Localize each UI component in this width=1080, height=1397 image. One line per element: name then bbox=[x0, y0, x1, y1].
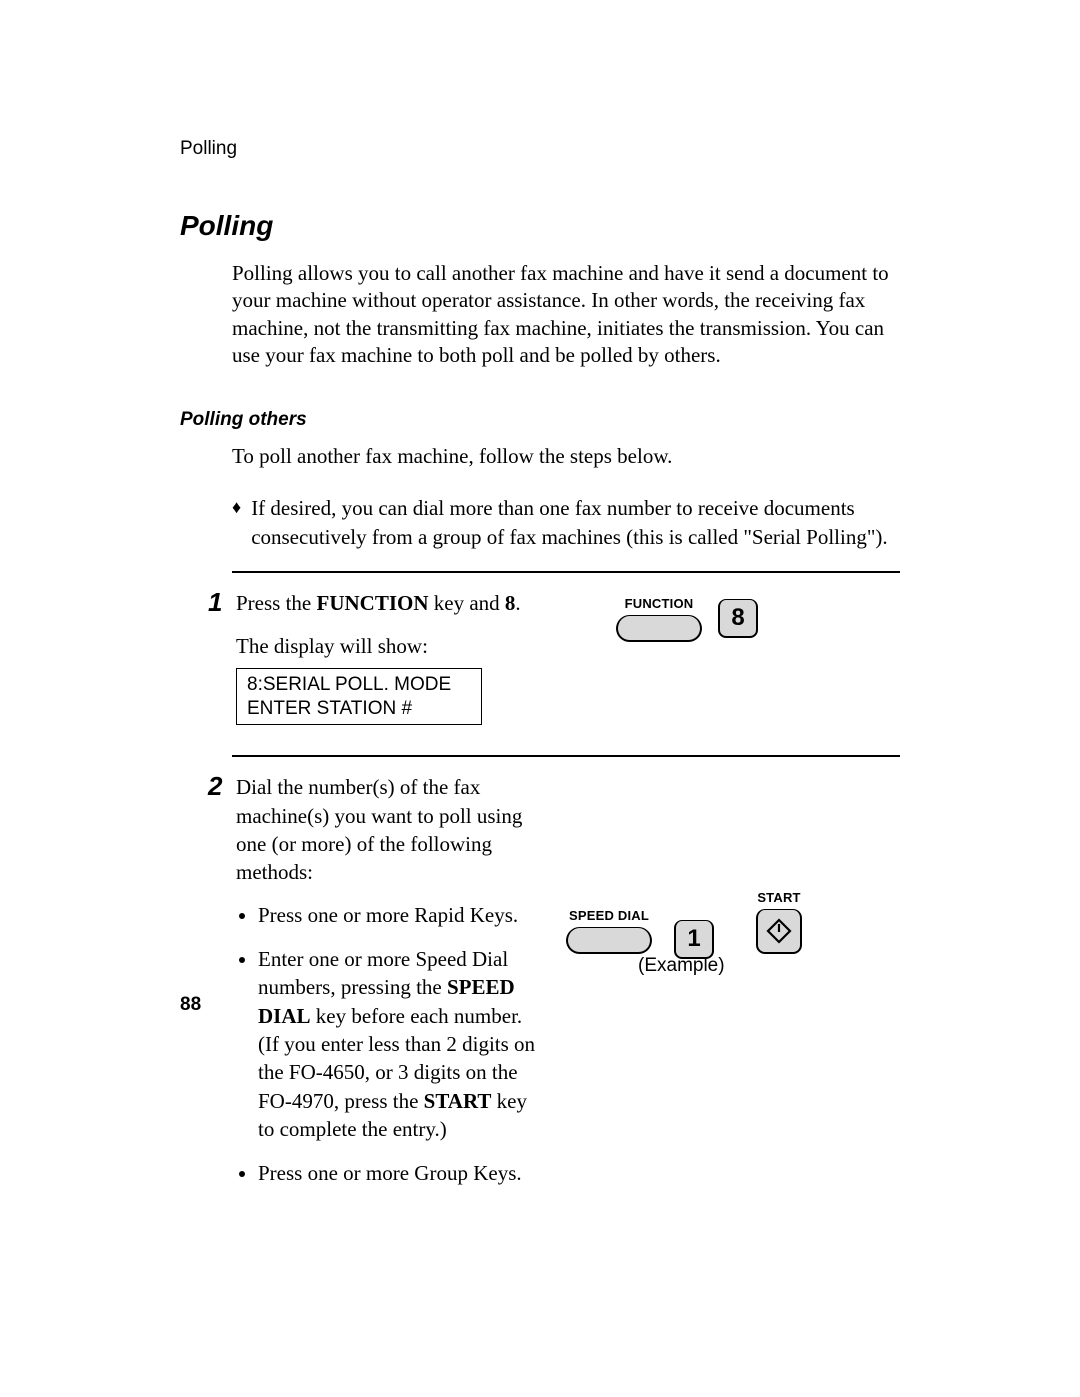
step1-display-intro: The display will show: bbox=[236, 632, 536, 660]
function-key: FUNCTION bbox=[616, 595, 702, 642]
diamond-icon: ♦ bbox=[232, 494, 241, 521]
start-key-label: START bbox=[757, 889, 800, 907]
start-key-icon bbox=[756, 909, 802, 954]
function-key-icon bbox=[616, 615, 702, 642]
diamond-text: If desired, you can dial more than one f… bbox=[251, 494, 900, 551]
step-2-text: Dial the number(s) of the fax machine(s)… bbox=[236, 773, 546, 1203]
lcd-line-1: 8:SERIAL POLL. MODE bbox=[247, 673, 471, 697]
step1-text-c: . bbox=[515, 591, 520, 615]
step2-bullet-2: Enter one or more Speed Dial numbers, pr… bbox=[258, 945, 546, 1143]
horizontal-rule-1 bbox=[232, 571, 900, 573]
section-title: Polling bbox=[180, 210, 900, 242]
speed-dial-key: SPEED DIAL bbox=[566, 907, 652, 954]
step-2: 2 Dial the number(s) of the fax machine(… bbox=[208, 773, 900, 1203]
running-header: Polling bbox=[180, 138, 900, 160]
step1-bold-function: FUNCTION bbox=[317, 591, 429, 615]
step1-text-b: key and bbox=[429, 591, 505, 615]
keypad-8-label: 8 bbox=[731, 602, 744, 634]
substeps-intro: To poll another fax machine, follow the … bbox=[232, 443, 900, 470]
step-1: 1 Press the FUNCTION key and 8. The disp… bbox=[208, 589, 900, 725]
step-1-text: Press the FUNCTION key and 8. The displa… bbox=[236, 589, 536, 725]
intro-paragraph: Polling allows you to call another fax m… bbox=[232, 260, 900, 369]
start-key: START bbox=[756, 889, 802, 954]
keypad-1-label: 1 bbox=[687, 923, 700, 955]
step2-bullet-3: Press one or more Group Keys. bbox=[258, 1159, 546, 1187]
page: Polling Polling Polling allows you to ca… bbox=[180, 138, 900, 1204]
subheading-polling-others: Polling others bbox=[180, 409, 900, 431]
step2-bullets: Press one or more Rapid Keys. Enter one … bbox=[236, 901, 546, 1188]
step1-text-a: Press the bbox=[236, 591, 317, 615]
step-number-1: 1 bbox=[208, 589, 232, 616]
start-diamond-icon bbox=[766, 918, 792, 944]
keypad-8: 8 bbox=[718, 599, 758, 638]
horizontal-rule-2 bbox=[232, 755, 900, 757]
lcd-line-2: ENTER STATION # bbox=[247, 697, 471, 721]
step2-b2-bold2: START bbox=[424, 1089, 492, 1113]
page-number: 88 bbox=[180, 994, 201, 1016]
lcd-display-box: 8:SERIAL POLL. MODE ENTER STATION # bbox=[236, 668, 482, 726]
function-key-label: FUNCTION bbox=[625, 595, 694, 613]
speed-dial-key-icon bbox=[566, 927, 652, 954]
step2-bullet-1: Press one or more Rapid Keys. bbox=[258, 901, 546, 929]
step-number-2: 2 bbox=[208, 773, 232, 800]
step1-keys: FUNCTION 8 bbox=[616, 595, 758, 642]
speed-dial-label: SPEED DIAL bbox=[569, 907, 649, 925]
step2-intro: Dial the number(s) of the fax machine(s)… bbox=[236, 773, 546, 886]
example-label: (Example) bbox=[638, 953, 725, 979]
step1-bold-8: 8 bbox=[505, 591, 516, 615]
diamond-bullet: ♦ If desired, you can dial more than one… bbox=[232, 494, 900, 551]
